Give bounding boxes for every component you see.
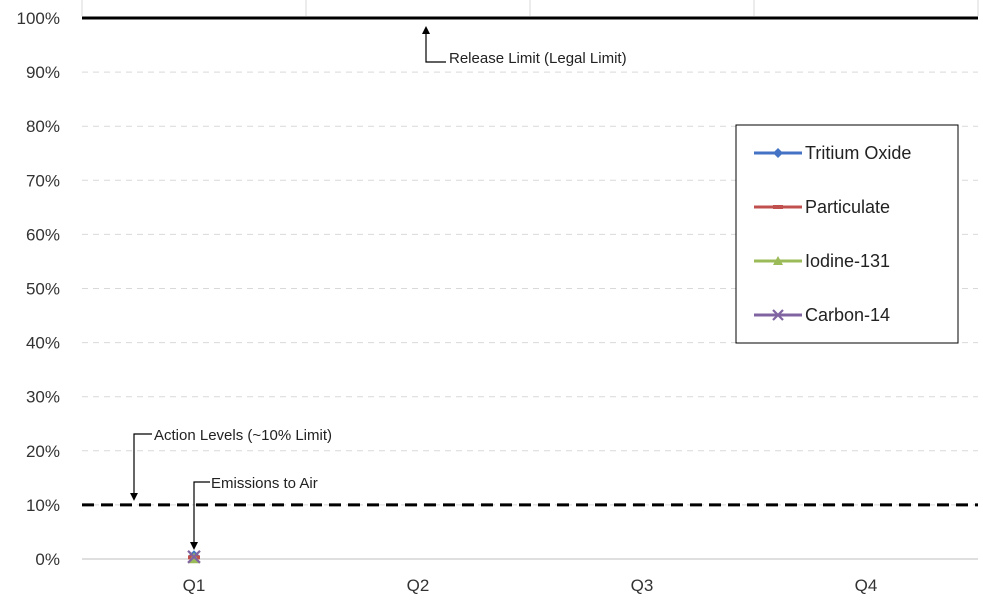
- y-tick-label: 70%: [26, 171, 60, 190]
- release-limit-leader: [422, 26, 446, 63]
- y-tick-label: 60%: [26, 225, 60, 244]
- y-tick-label: 50%: [26, 280, 60, 299]
- y-tick-label: 0%: [35, 550, 60, 569]
- legend-marker: [773, 205, 783, 209]
- y-tick-label: 80%: [26, 117, 60, 136]
- x-tick-label: Q1: [183, 576, 206, 595]
- legend-marker: [772, 309, 784, 321]
- emissions-label: Emissions to Air: [211, 475, 318, 492]
- legend-label: Particulate: [805, 197, 890, 217]
- action-levels-label: Action Levels (~10% Limit): [154, 427, 332, 444]
- y-axis-ticks: 0% 10% 20% 30% 40% 50% 60% 70% 80% 90% 100%: [17, 9, 60, 569]
- y-tick-label: 30%: [26, 388, 60, 407]
- legend-label: Carbon-14: [805, 305, 890, 325]
- x-tick-label: Q3: [631, 576, 654, 595]
- gridlines: [81, 0, 979, 506]
- y-tick-label: 90%: [26, 63, 60, 82]
- y-tick-label: 100%: [17, 9, 60, 28]
- legend-label: Iodine-131: [805, 251, 890, 271]
- data-point-carbon-14: [187, 550, 201, 564]
- y-tick-label: 40%: [26, 334, 60, 353]
- legend-marker: [773, 256, 783, 265]
- y-tick-label: 10%: [26, 496, 60, 515]
- legend: Tritium Oxide Particulate Iodine-131 Carbon…: [735, 124, 959, 344]
- release-limit-label: Release Limit (Legal Limit): [449, 50, 627, 67]
- x-tick-label: Q4: [855, 576, 878, 595]
- y-tick-label: 20%: [26, 442, 60, 461]
- emissions-leader: [190, 481, 210, 550]
- x-tick-label: Q2: [407, 576, 430, 595]
- legend-box: [735, 124, 959, 344]
- data-points: [187, 550, 201, 564]
- legend-label: Tritium Oxide: [805, 143, 911, 163]
- annotations: Release Limit (Legal Limit) Action Levels…: [130, 26, 627, 550]
- x-axis-ticks: Q1 Q2 Q3 Q4: [183, 576, 878, 595]
- reference-lines: [82, 16, 978, 507]
- legend-marker: [773, 148, 783, 158]
- action-levels-leader: [130, 433, 152, 501]
